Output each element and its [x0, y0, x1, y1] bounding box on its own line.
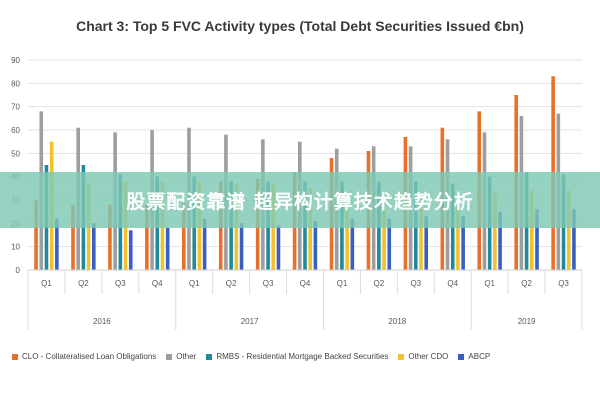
x-tick-label: Q3: [115, 279, 126, 288]
y-tick-label: 80: [11, 79, 20, 88]
bar: [34, 200, 38, 270]
x-axis: Q1 Q2 Q3 Q4 Q1 Q2 Q3 Q4 Q1 Q2 Q3 Q4 Q1 Q2 Q3 2016 2017 20…: [27, 269, 583, 330]
bar: [239, 223, 244, 270]
x-tick-label: Q2: [78, 279, 89, 288]
legend-swatch: [206, 353, 213, 360]
y-tick-label: 60: [11, 126, 20, 135]
x-tick-label: Q3: [558, 279, 569, 288]
banner-text: 股票配资靠谱 超异构计算技术趋势分析: [126, 190, 474, 213]
x-tick-label: Q1: [337, 279, 348, 288]
bar: [530, 190, 534, 270]
x-tick-label: Q1: [41, 279, 52, 288]
legend-item: RMBS - Residential Mortgage Backed Secur…: [206, 352, 388, 361]
bar: [202, 218, 207, 270]
legend-label: Other: [176, 352, 197, 361]
bar: [387, 218, 392, 270]
bar: [535, 209, 539, 270]
watermark-banner: 股票配资靠谱 超异构计算技术趋势分析: [0, 172, 600, 228]
bar: [92, 223, 96, 270]
bar: [382, 193, 386, 270]
bar: [461, 216, 465, 270]
y-tick-label: 90: [11, 56, 20, 65]
x-tick-label: Q4: [447, 279, 458, 288]
x-tick-label: Q4: [300, 279, 311, 288]
bar: [308, 188, 312, 270]
chart-title: Chart 3: Top 5 FVC Activity types (Total…: [76, 18, 524, 34]
legend-swatch: [12, 353, 18, 360]
bar: [71, 204, 75, 270]
bar: [165, 228, 170, 270]
legend-item: Other: [166, 352, 196, 361]
legend-label: ABCP: [468, 352, 491, 361]
y-tick-label: 0: [16, 266, 21, 275]
x-group-label: 2016: [93, 317, 111, 326]
bar: [55, 218, 59, 270]
y-tick-label: 10: [11, 243, 20, 252]
legend-item: ABCP: [458, 352, 490, 361]
bar: [456, 195, 460, 270]
legend-swatch: [166, 353, 173, 360]
x-tick-label: Q3: [410, 279, 421, 288]
bar: [493, 193, 497, 270]
x-tick-label: Q2: [521, 279, 532, 288]
x-group-label: 2017: [241, 317, 259, 326]
x-group-label: 2018: [388, 317, 406, 326]
bar: [498, 211, 502, 270]
x-tick-label: Q3: [263, 279, 274, 288]
legend-label: CLO - Collateralised Loan Obligations: [22, 352, 157, 361]
legend-label: RMBS - Residential Mortgage Backed Secur…: [216, 352, 389, 361]
y-axis-ticks: 0102030405060708090: [11, 56, 20, 275]
legend: CLO - Collateralised Loan Obligations Oth…: [12, 352, 592, 361]
bar: [313, 221, 318, 270]
x-group-label: 2019: [518, 317, 536, 326]
bar: [424, 216, 428, 270]
y-tick-label: 70: [11, 103, 20, 112]
legend-item: CLO - Collateralised Loan Obligations: [12, 352, 156, 361]
bar: [128, 230, 133, 270]
y-tick-label: 50: [11, 149, 20, 158]
x-tick-label: Q2: [374, 279, 385, 288]
bar: [566, 190, 571, 270]
legend-label: Other CDO: [408, 352, 449, 361]
legend-swatch: [398, 353, 405, 360]
bar: [108, 204, 112, 270]
bar: [350, 218, 355, 270]
x-tick-label: Q2: [226, 279, 237, 288]
legend-swatch: [458, 353, 465, 360]
legend-item: Other CDO: [398, 352, 448, 361]
bar: [419, 195, 423, 270]
bar: [572, 209, 576, 270]
x-tick-label: Q1: [189, 279, 200, 288]
bar: [276, 225, 281, 270]
bar: [182, 202, 186, 270]
bar: [345, 195, 349, 270]
x-tick-label: Q4: [152, 279, 163, 288]
x-tick-label: Q1: [484, 279, 495, 288]
bar: [145, 204, 149, 270]
